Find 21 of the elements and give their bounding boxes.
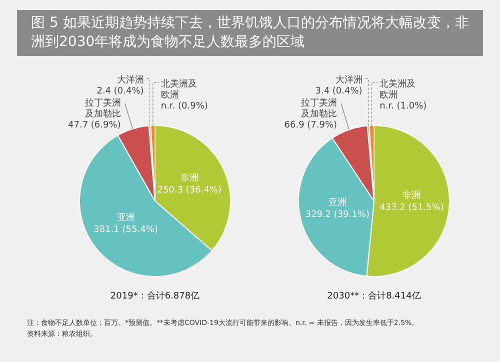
data-label: 3.4 (0.4%) (315, 86, 362, 96)
data-label: n.r. (1.0%) (380, 102, 427, 112)
data-label: 66.9 (7.9%) (284, 120, 338, 130)
data-label: n.r. (0.9%) (160, 102, 208, 112)
slice-label: 非洲 (180, 172, 198, 184)
slice-label: 大洋洲 (116, 74, 144, 86)
slice-label: 大洋洲 (335, 74, 362, 86)
data-label: 381.1 (55.4%) (94, 224, 158, 235)
data-label: 250.3 (36.4%) (157, 185, 222, 196)
slice-label: 非洲 (402, 190, 421, 201)
slice-label: 亚洲 (328, 197, 346, 208)
slice-label: 亚洲 (116, 212, 135, 223)
data-label: 47.7 (6.9%) (68, 120, 121, 130)
data-label: 433.2 (51.5%) (380, 202, 444, 213)
data-label: 329.2 (39.1%) (305, 210, 370, 220)
slice-label: 拉丁美洲及加勒比 (301, 98, 338, 120)
data-label: 2.4 (0.4%) (96, 86, 144, 96)
chart-title: 图 5 如果近期趋势持续下去，世界饥饿人口的分布情况将大幅改变，非洲到2030年将成为食物不足人数最多的区域 (17, 10, 483, 56)
slice-label: 拉丁美洲及加勒比 (84, 98, 121, 120)
text: 2030**：合计8.414亿 (327, 290, 421, 302)
text: 2019*：合计6.878亿 (110, 290, 200, 302)
